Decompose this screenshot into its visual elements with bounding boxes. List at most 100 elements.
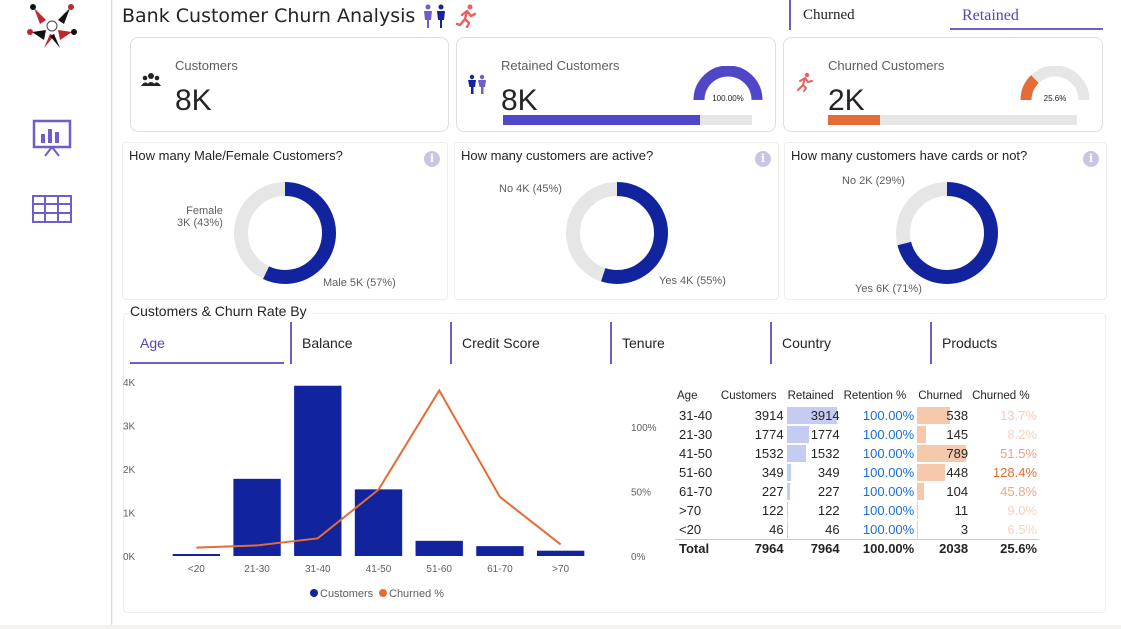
table-cell: 6.5% <box>1007 521 1037 537</box>
column-header[interactable]: Customers <box>720 390 777 402</box>
retained-label: Retained Customers <box>501 58 620 73</box>
bar-51-60 <box>415 540 463 556</box>
table-cell: 3914 <box>754 408 784 423</box>
tab-balance[interactable]: Balance <box>290 322 450 364</box>
inactive-label: No 4K (45%) <box>499 183 562 195</box>
gender-donut <box>234 182 336 284</box>
churned-label: Churned Customers <box>828 58 945 73</box>
legend-churned-label: Churned % <box>389 588 444 600</box>
tab-products-label: Products <box>942 335 998 351</box>
table-cell: 789 <box>916 444 970 463</box>
table-cell: 51-60 <box>679 465 713 480</box>
table-row: 41-50 1532 1532 100.00% 789 51.5% <box>675 444 1039 463</box>
table-cell: 100.00% <box>862 484 915 499</box>
table-cell: 21-30 <box>679 427 713 442</box>
retained-customers-card: Retained Customers 8K 100.00% <box>456 37 776 132</box>
y-tick-label: 2K <box>123 465 136 476</box>
cards-donut-panel: How many customers have cards or not? i … <box>784 142 1107 300</box>
tab-credit-score[interactable]: Credit Score <box>450 322 610 364</box>
info-icon[interactable]: i <box>1083 151 1099 167</box>
bar-<20 <box>172 553 221 556</box>
presentation-icon[interactable] <box>30 118 74 158</box>
table-cell: 2038 <box>916 538 971 558</box>
active-donut-panel: How many customers are active? i No 4K (… <box>454 142 779 300</box>
female-label-name: Female <box>186 205 223 217</box>
bar-61-70 <box>476 546 524 556</box>
tab-credit-score-label: Credit Score <box>462 335 540 351</box>
table-cell: 227 <box>761 484 784 499</box>
sidebar <box>0 0 112 625</box>
y-tick-label: 0K <box>123 552 136 563</box>
x-tick-label: 41-50 <box>366 564 392 575</box>
customers-churn-chart: 4K 3K 2K 1K 0K 100% 50% 0% <20 21-30 31-40 41-50 51-… <box>123 378 657 600</box>
table-cell: 61-70 <box>679 484 713 499</box>
table-cell: 1532 <box>754 446 784 461</box>
bar-31-40 <box>294 385 342 556</box>
table-cell: 46 <box>769 521 784 537</box>
table-cell: 7964 <box>718 538 786 558</box>
page-title-text: Bank Customer Churn Analysis <box>122 5 416 27</box>
logo-icon <box>27 4 77 48</box>
x-tick-label: >70 <box>552 564 569 575</box>
legend-customers-label: Customers <box>320 588 374 600</box>
column-header[interactable]: Retained <box>787 390 834 402</box>
table-cell: 448 <box>916 463 970 482</box>
x-tick-label: 61-70 <box>487 564 513 575</box>
running-person-icon <box>456 4 477 28</box>
info-icon[interactable]: i <box>755 151 771 167</box>
y2-tick-label: 0% <box>631 552 646 563</box>
table-cell: 25.6% <box>970 538 1039 558</box>
male-label: Male 5K (57%) <box>323 277 396 289</box>
table-icon[interactable] <box>30 192 74 232</box>
info-icon[interactable]: i <box>424 151 440 167</box>
table-cell: 9.0% <box>1007 503 1037 518</box>
tab-age-label: Age <box>140 335 165 351</box>
table-row: 61-70 227 227 100.00% 104 45.8% <box>675 482 1039 501</box>
table-cell: 31-40 <box>679 408 713 423</box>
retained-progress-bar <box>503 115 752 125</box>
churned-rate-line <box>196 388 562 549</box>
table-row: >70 122 122 100.00% 11 9.0% <box>675 501 1039 520</box>
column-header[interactable]: Age <box>677 390 698 402</box>
cards-donut <box>896 182 998 284</box>
tab-age[interactable]: Age <box>130 322 284 364</box>
slicer-churned-button[interactable]: Churned <box>789 0 939 30</box>
table-cell: 1774 <box>754 427 784 442</box>
tab-tenure[interactable]: Tenure <box>610 322 770 364</box>
report-canvas: Bank Customer Churn Analysis Churned Ret… <box>113 0 1121 625</box>
y-tick-label: 1K <box>123 509 136 520</box>
table-cell: 3 <box>917 521 969 538</box>
active-donut <box>566 182 668 284</box>
table-cell: 128.4% <box>992 465 1037 480</box>
table-cell: >70 <box>679 503 702 518</box>
cards-question: How many customers have cards or not? <box>791 148 1028 163</box>
churned-gauge: 25.6% <box>1020 66 1090 103</box>
table-cell: 100.00% <box>862 446 915 461</box>
x-tick-label: 31-40 <box>305 564 331 575</box>
x-tick-label: 51-60 <box>426 564 452 575</box>
slicer-retained-button[interactable]: Retained <box>950 0 1103 30</box>
column-header[interactable]: Churned <box>918 390 963 402</box>
tab-country-label: Country <box>782 335 832 351</box>
table-cell: 13.7% <box>1000 408 1037 423</box>
table-cell: 349 <box>761 465 784 480</box>
retained-value: 8K <box>501 84 538 117</box>
gender-donut-panel: How many Male/Female Customers? i Female… <box>122 142 448 300</box>
column-header[interactable]: Retention % <box>843 390 907 402</box>
tab-products[interactable]: Products <box>930 322 1040 364</box>
table-row: 31-40 3914 3914 100.00% 538 13.7% <box>675 406 1039 425</box>
x-tick-label: <20 <box>188 564 205 575</box>
y2-tick-label: 100% <box>631 423 657 434</box>
table-cell: 104 <box>916 482 970 501</box>
bar-41-50 <box>354 489 403 556</box>
table-cell: 100.00% <box>862 465 915 480</box>
column-header[interactable]: Churned % <box>972 390 1030 402</box>
table-cell: <20 <box>679 521 702 537</box>
table-cell: 145 <box>916 425 970 444</box>
gender-question: How many Male/Female Customers? <box>129 148 343 163</box>
female-label: Female 3K (43%) <box>177 205 223 229</box>
tab-country[interactable]: Country <box>770 322 930 364</box>
age-table: Age Customers Retained Retention % Churned Ch… <box>675 386 1039 558</box>
customers-value: 8K <box>175 84 212 117</box>
table-header-row: Age Customers Retained Retention % Churned Ch… <box>675 386 1039 406</box>
